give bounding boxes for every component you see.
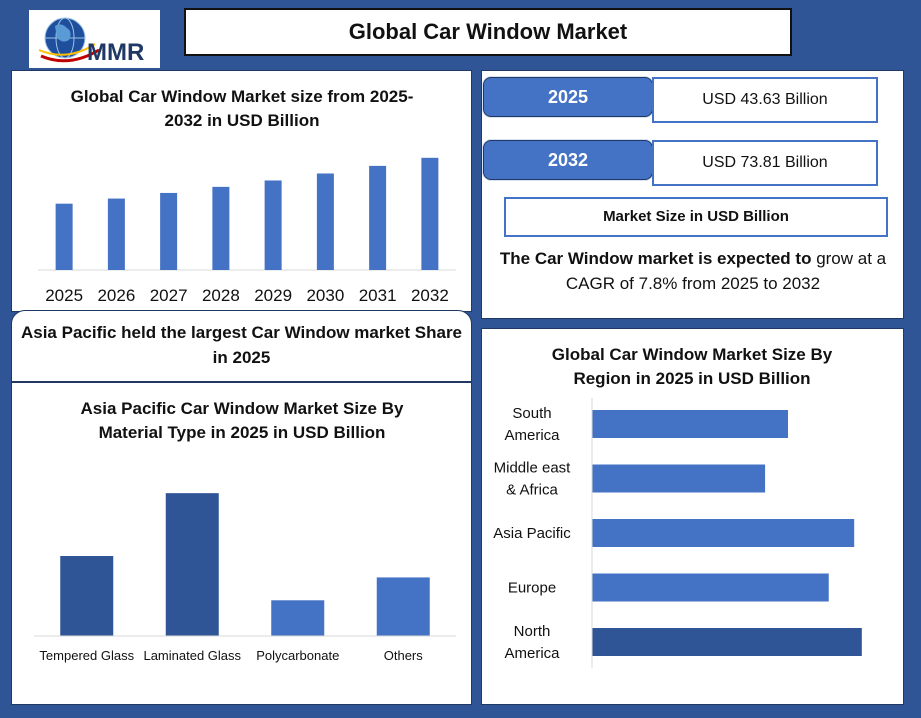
y-tick-label: North America bbox=[504, 623, 560, 662]
x-tick-label: Polycarbonate bbox=[256, 648, 339, 663]
x-tick-label: 2028 bbox=[202, 286, 240, 305]
bar-laminated-glass bbox=[165, 493, 219, 636]
x-tick-label: Laminated Glass bbox=[143, 648, 241, 663]
material-type-chart: Tempered Glass Laminated Glass Polycarbona… bbox=[34, 493, 456, 663]
bar-2032 bbox=[421, 157, 439, 270]
region-chart-title: Global Car Window Market Size By Region … bbox=[551, 345, 833, 388]
value-2032: USD 73.81 Billion bbox=[652, 140, 878, 186]
page-title: Global Car Window Market bbox=[184, 8, 792, 56]
x-tick-label: 2032 bbox=[411, 286, 449, 305]
market-size-chart: 2025 2026 2027 2028 2029 2030 2031 2032 bbox=[38, 157, 456, 305]
globe-icon: MMR bbox=[38, 17, 144, 66]
y-tick-label: Middle east & Africa bbox=[494, 460, 572, 499]
region-callout: Asia Pacific held the largest Car Window… bbox=[11, 310, 472, 382]
x-tick-label: Others bbox=[384, 648, 424, 663]
market-size-chart-title: Global Car Window Market size from 2025-… bbox=[70, 87, 414, 130]
x-tick-label: Tempered Glass bbox=[39, 648, 134, 663]
bar-2031 bbox=[369, 165, 387, 270]
market-size-label: Market Size in USD Billion bbox=[504, 197, 888, 237]
bar-middle-east-africa bbox=[592, 464, 766, 493]
bar-polycarbonate bbox=[271, 600, 325, 636]
bar-2026 bbox=[107, 198, 125, 270]
x-tick-label: 2030 bbox=[306, 286, 344, 305]
logo: MMR bbox=[29, 10, 160, 68]
y-tick-label: Europe bbox=[508, 580, 556, 597]
bar-others bbox=[376, 577, 430, 636]
cagr-statement-rest: grow at a CAGR of 7.8% from 2025 to 2032 bbox=[565, 249, 887, 293]
bar-2030 bbox=[316, 173, 334, 270]
y-tick-label: Asia Pacific bbox=[493, 525, 571, 542]
x-tick-label: 2026 bbox=[97, 286, 135, 305]
region-chart-panel: Global Car Window Market Size By Region … bbox=[481, 328, 904, 705]
cagr-statement: The Car Window market is expected to gro… bbox=[486, 246, 900, 296]
material-type-chart-panel: Asia Pacific Car Window Market Size By M… bbox=[11, 382, 472, 705]
bar-asia-pacific bbox=[592, 519, 855, 547]
bar-tempered-glass bbox=[60, 556, 114, 636]
bar-2027 bbox=[160, 192, 178, 270]
x-tick-label: 2025 bbox=[45, 286, 83, 305]
cagr-statement-bold: The Car Window market is expected to bbox=[499, 249, 812, 268]
x-tick-label: 2029 bbox=[254, 286, 292, 305]
value-2025: USD 43.63 Billion bbox=[652, 77, 878, 123]
x-tick-label: 2027 bbox=[150, 286, 188, 305]
bar-2029 bbox=[264, 180, 282, 270]
bar-2025 bbox=[55, 203, 73, 270]
year-badge-2025: 2025 bbox=[483, 77, 653, 117]
bar-europe bbox=[592, 573, 829, 602]
bar-south-america bbox=[592, 410, 788, 438]
market-size-chart-panel: Global Car Window Market size from 2025-… bbox=[11, 70, 472, 312]
logo-text: MMR bbox=[87, 39, 144, 66]
region-chart: South America Middle east & Africa Asia Paci… bbox=[493, 398, 862, 668]
x-tick-label: 2031 bbox=[359, 286, 397, 305]
bar-north-america bbox=[592, 628, 862, 656]
year-badge-2032: 2032 bbox=[483, 140, 653, 180]
material-type-chart-title: Asia Pacific Car Window Market Size By M… bbox=[80, 399, 404, 442]
bar-2028 bbox=[212, 186, 230, 270]
y-tick-label: South America bbox=[504, 405, 560, 444]
